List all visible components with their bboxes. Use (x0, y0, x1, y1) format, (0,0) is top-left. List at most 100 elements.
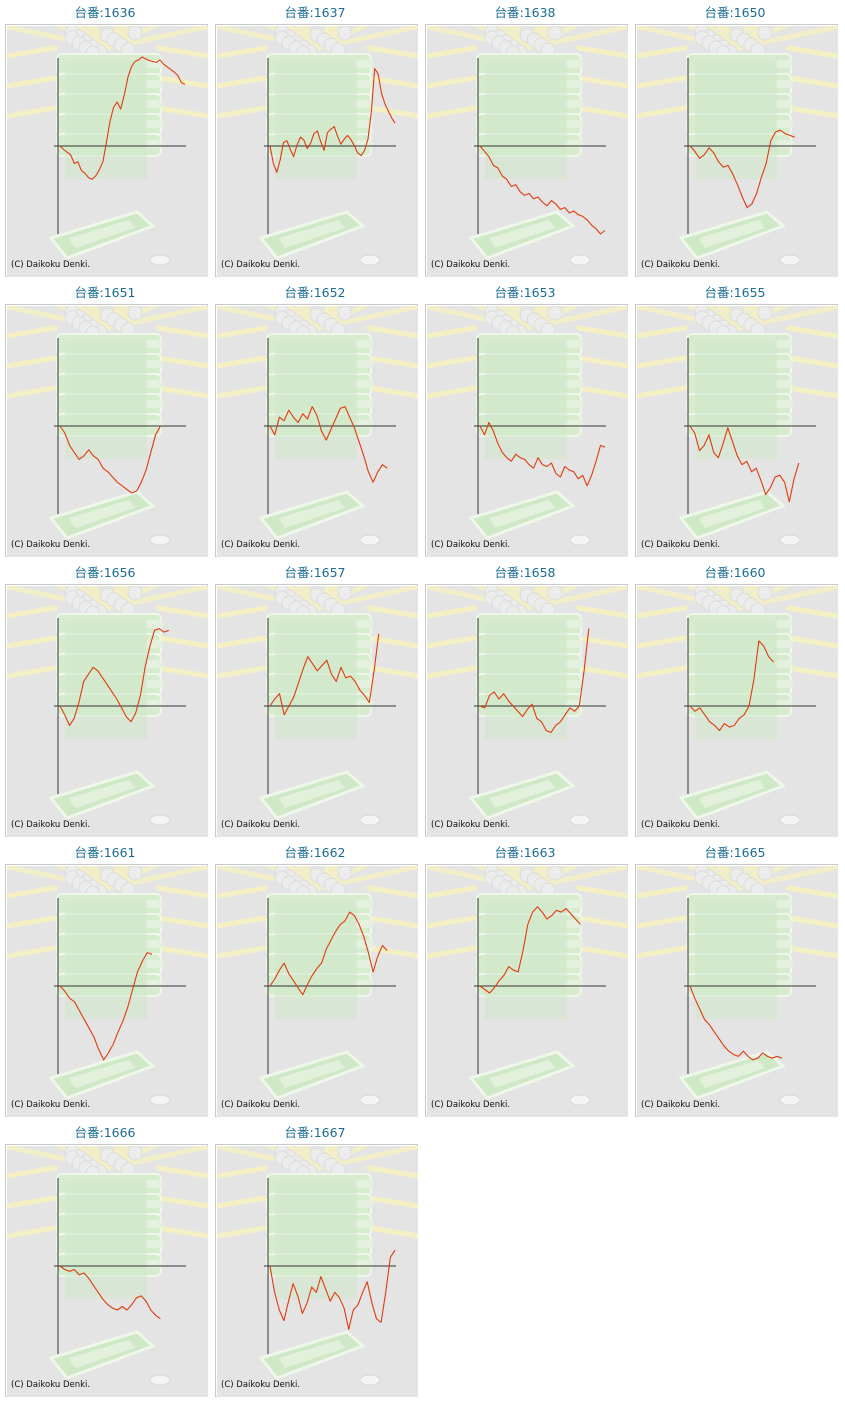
chart-frame: (C) Daikoku Denki. (215, 864, 418, 1117)
machine-number-title[interactable]: 台番:1658 (494, 565, 556, 580)
background-artwork (7, 306, 208, 557)
copyright-label: (C) Daikoku Denki. (641, 1100, 720, 1110)
payout-chart: (C) Daikoku Denki. (427, 26, 628, 277)
copyright-label: (C) Daikoku Denki. (641, 540, 720, 550)
payout-chart: (C) Daikoku Denki. (217, 866, 418, 1117)
background-artwork (427, 866, 628, 1117)
machine-chart-card: 台番:1638 (C) Daikoku Denki. (420, 0, 630, 280)
chart-frame: (C) Daikoku Denki. (635, 304, 838, 557)
machine-number-title[interactable]: 台番:1651 (74, 285, 136, 300)
payout-chart: (C) Daikoku Denki. (427, 586, 628, 837)
background-artwork (427, 306, 628, 557)
machine-number-title[interactable]: 台番:1660 (704, 565, 766, 580)
machine-number-title[interactable]: 台番:1663 (494, 845, 556, 860)
copyright-label: (C) Daikoku Denki. (641, 260, 720, 270)
machine-number-title[interactable]: 台番:1657 (284, 565, 346, 580)
machine-number-title[interactable]: 台番:1653 (494, 285, 556, 300)
chart-frame: (C) Daikoku Denki. (635, 584, 838, 837)
copyright-label: (C) Daikoku Denki. (221, 260, 300, 270)
payout-series-line (479, 628, 590, 733)
machine-chart-card: 台番:1656 (C) Daikoku Denki. (0, 560, 210, 840)
machine-chart-card: 台番:1650 (C) Daikoku Denki. (630, 0, 840, 280)
machine-chart-card: 台番:1636 (C) Daikoku Denki. (0, 0, 210, 280)
machine-chart-card: 台番:1651 (C) Daikoku Denki. (0, 280, 210, 560)
payout-chart: (C) Daikoku Denki. (637, 306, 838, 557)
chart-frame: (C) Daikoku Denki. (5, 304, 208, 557)
payout-chart: (C) Daikoku Denki. (7, 586, 208, 837)
chart-frame: (C) Daikoku Denki. (215, 584, 418, 837)
machine-number-title[interactable]: 台番:1661 (74, 845, 136, 860)
payout-series-line (269, 633, 380, 716)
payout-series-line (479, 906, 581, 994)
payout-chart: (C) Daikoku Denki. (427, 306, 628, 557)
machine-number-title[interactable]: 台番:1650 (704, 5, 766, 20)
background-artwork (637, 26, 838, 277)
machine-number-title[interactable]: 台番:1665 (704, 845, 766, 860)
machine-chart-card: 台番:1637 (C) Daikoku Denki. (210, 0, 420, 280)
background-artwork (7, 1146, 208, 1397)
payout-series-line (59, 425, 161, 494)
background-artwork (217, 306, 418, 557)
payout-chart: (C) Daikoku Denki. (7, 866, 208, 1117)
payout-series-line (689, 640, 775, 732)
payout-chart: (C) Daikoku Denki. (637, 866, 838, 1117)
chart-frame: (C) Daikoku Denki. (425, 24, 628, 277)
background-artwork (7, 26, 208, 277)
payout-series-line (59, 628, 169, 726)
chart-frame: (C) Daikoku Denki. (635, 864, 838, 1117)
machine-chart-card: 台番:1666 (C) Daikoku Denki. (0, 1120, 210, 1400)
machine-number-title[interactable]: 台番:1637 (284, 5, 346, 20)
machine-chart-card: 台番:1658 (C) Daikoku Denki. (420, 560, 630, 840)
chart-frame: (C) Daikoku Denki. (5, 864, 208, 1117)
machine-number-title[interactable]: 台番:1656 (74, 565, 136, 580)
copyright-label: (C) Daikoku Denki. (11, 540, 90, 550)
chart-frame: (C) Daikoku Denki. (5, 584, 208, 837)
copyright-label: (C) Daikoku Denki. (221, 1380, 300, 1390)
background-artwork (637, 306, 838, 557)
payout-series-line (269, 1249, 396, 1330)
chart-frame: (C) Daikoku Denki. (425, 304, 628, 557)
payout-series-line (59, 952, 153, 1061)
machine-number-title[interactable]: 台番:1638 (494, 5, 556, 20)
payout-series-line (59, 56, 186, 180)
payout-chart: (C) Daikoku Denki. (7, 1146, 208, 1397)
chart-frame: (C) Daikoku Denki. (215, 304, 418, 557)
machine-number-title[interactable]: 台番:1666 (74, 1125, 136, 1140)
background-artwork (637, 866, 838, 1117)
machine-chart-card: 台番:1652 (C) Daikoku Denki. (210, 280, 420, 560)
payout-chart: (C) Daikoku Denki. (637, 586, 838, 837)
copyright-label: (C) Daikoku Denki. (221, 820, 300, 830)
copyright-label: (C) Daikoku Denki. (11, 1380, 90, 1390)
machine-number-title[interactable]: 台番:1667 (284, 1125, 346, 1140)
machine-chart-card: 台番:1665 (C) Daikoku Denki. (630, 840, 840, 1120)
payout-chart: (C) Daikoku Denki. (217, 1146, 418, 1397)
background-artwork (427, 586, 628, 837)
chart-frame: (C) Daikoku Denki. (215, 24, 418, 277)
payout-chart: (C) Daikoku Denki. (217, 586, 418, 837)
copyright-label: (C) Daikoku Denki. (11, 820, 90, 830)
machine-chart-card: 台番:1663 (C) Daikoku Denki. (420, 840, 630, 1120)
payout-chart: (C) Daikoku Denki. (217, 26, 418, 277)
copyright-label: (C) Daikoku Denki. (431, 820, 510, 830)
copyright-label: (C) Daikoku Denki. (431, 1100, 510, 1110)
payout-series-line (479, 421, 606, 487)
background-artwork (217, 1146, 418, 1397)
background-artwork (217, 866, 418, 1117)
payout-chart: (C) Daikoku Denki. (427, 866, 628, 1117)
payout-series-line (269, 406, 388, 483)
background-artwork (217, 586, 418, 837)
machine-number-title[interactable]: 台番:1636 (74, 5, 136, 20)
chart-frame: (C) Daikoku Denki. (635, 24, 838, 277)
copyright-label: (C) Daikoku Denki. (11, 260, 90, 270)
copyright-label: (C) Daikoku Denki. (221, 1100, 300, 1110)
copyright-label: (C) Daikoku Denki. (11, 1100, 90, 1110)
machine-number-title[interactable]: 台番:1652 (284, 285, 346, 300)
machine-number-title[interactable]: 台番:1662 (284, 845, 346, 860)
background-artwork (7, 586, 208, 837)
background-artwork (637, 586, 838, 837)
payout-chart: (C) Daikoku Denki. (217, 306, 418, 557)
payout-chart: (C) Daikoku Denki. (637, 26, 838, 277)
background-artwork (427, 26, 628, 277)
machine-chart-card: 台番:1667 (C) Daikoku Denki. (210, 1120, 420, 1400)
machine-number-title[interactable]: 台番:1655 (704, 285, 766, 300)
